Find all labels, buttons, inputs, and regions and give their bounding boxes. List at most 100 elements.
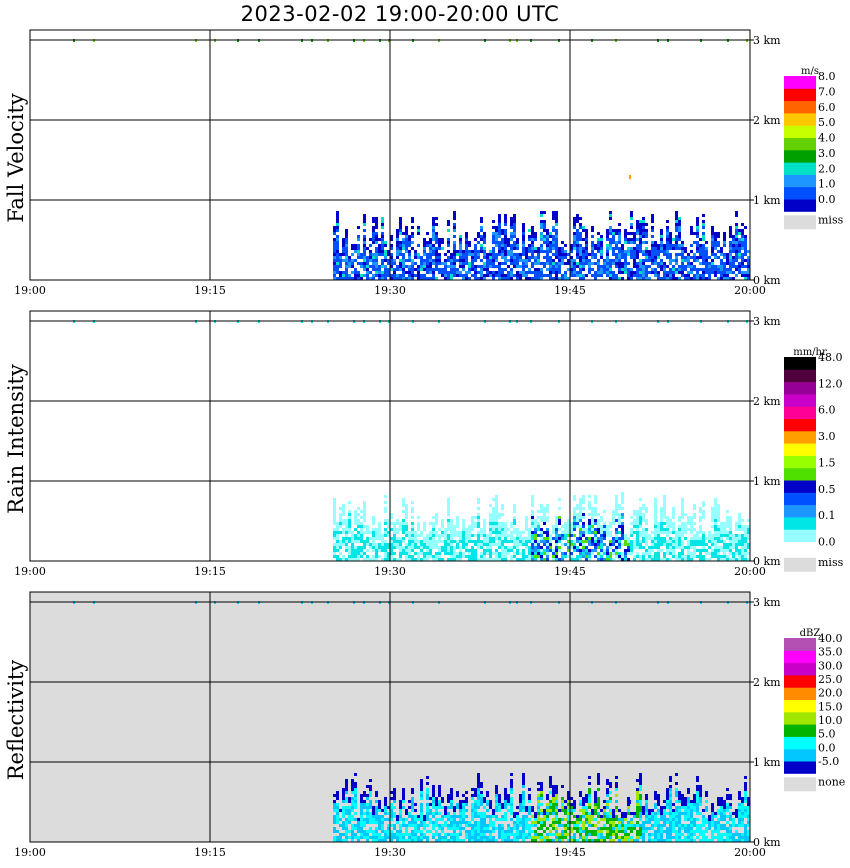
echo-pixel — [396, 558, 399, 561]
echo-pixel — [747, 531, 750, 534]
echo-pixel — [507, 824, 510, 827]
echo-pixel — [441, 241, 444, 244]
echo-pixel — [570, 540, 573, 543]
echo-pixel — [354, 803, 357, 806]
echo-pixel — [405, 241, 408, 244]
echo-pixel — [672, 543, 675, 546]
echo-pixel — [738, 244, 741, 247]
echo-pixel — [426, 809, 429, 812]
echo-pixel — [534, 815, 537, 818]
echo-pixel — [522, 555, 525, 558]
echo-pixel — [381, 274, 384, 277]
echo-pixel — [432, 223, 435, 226]
echo-pixel — [597, 247, 600, 250]
echo-pixel — [630, 256, 633, 259]
echo-pixel — [435, 256, 438, 259]
echo-pixel — [375, 543, 378, 546]
echo-pixel — [579, 794, 582, 797]
echo-pixel — [432, 821, 435, 824]
echo-pixel — [351, 818, 354, 821]
echo-pixel — [513, 262, 516, 265]
echo-pixel — [450, 256, 453, 259]
echo-pixel — [624, 262, 627, 265]
echo-pixel — [621, 534, 624, 537]
echo-pixel — [561, 800, 564, 803]
echo-pixel — [669, 546, 672, 549]
echo-pixel — [579, 525, 582, 528]
echo-pixel — [714, 516, 717, 519]
echo-pixel — [357, 271, 360, 274]
echo-pixel — [366, 839, 369, 842]
echo-pixel — [585, 232, 588, 235]
echo-pixel — [345, 558, 348, 561]
echo-pixel — [465, 244, 468, 247]
echo-pixel — [465, 809, 468, 812]
echo-pixel — [558, 259, 561, 262]
echo-pixel — [645, 528, 648, 531]
echo-pixel — [507, 827, 510, 830]
echo-pixel — [495, 504, 498, 507]
echo-pixel — [459, 833, 462, 836]
echo-pixel — [540, 214, 543, 217]
echo-pixel — [489, 803, 492, 806]
echo-pixel — [507, 797, 510, 800]
echo-pixel — [624, 540, 627, 543]
echo-pixel — [681, 250, 684, 253]
echo-pixel — [597, 839, 600, 842]
echo-pixel — [510, 271, 513, 274]
echo-pixel — [420, 839, 423, 842]
echo-pixel — [453, 546, 456, 549]
echo-pixel — [606, 818, 609, 821]
echo-pixel — [513, 229, 516, 232]
echo-pixel — [543, 513, 546, 516]
echo-pixel — [561, 806, 564, 809]
echo-pixel — [522, 244, 525, 247]
echo-pixel — [456, 555, 459, 558]
echo-pixel — [489, 256, 492, 259]
echo-pixel — [582, 540, 585, 543]
echo-pixel — [486, 558, 489, 561]
echo-pixel — [438, 247, 441, 250]
echo-pixel — [447, 528, 450, 531]
echo-pixel — [582, 534, 585, 537]
echo-pixel — [693, 552, 696, 555]
echo-pixel — [612, 815, 615, 818]
echo-pixel — [678, 265, 681, 268]
echo-pixel — [531, 265, 534, 268]
echo-pixel — [420, 797, 423, 800]
echo-pixel — [624, 552, 627, 555]
echo-pixel — [336, 537, 339, 540]
echo-pixel — [459, 534, 462, 537]
echo-pixel — [741, 253, 744, 256]
echo-pixel — [729, 534, 732, 537]
echo-pixel — [630, 253, 633, 256]
echo-pixel — [588, 794, 591, 797]
echo-pixel — [723, 522, 726, 525]
echo-pixel — [468, 839, 471, 842]
echo-pixel — [489, 558, 492, 561]
echo-pixel — [570, 262, 573, 265]
echo-pixel — [678, 833, 681, 836]
echo-pixel — [708, 256, 711, 259]
echo-pixel — [483, 537, 486, 540]
echo-pixel — [438, 791, 441, 794]
echo-pixel — [735, 265, 738, 268]
echo-pixel — [366, 555, 369, 558]
echo-pixel — [336, 531, 339, 534]
echo-pixel — [489, 531, 492, 534]
echo-pixel — [417, 839, 420, 842]
echo-pixel — [600, 528, 603, 531]
echo-pixel — [453, 806, 456, 809]
echo-pixel — [615, 259, 618, 262]
echo-pixel — [456, 253, 459, 256]
echo-pixel — [588, 495, 591, 498]
echo-pixel — [666, 812, 669, 815]
echo-pixel — [513, 540, 516, 543]
echo-pixel — [642, 507, 645, 510]
echo-pixel — [375, 241, 378, 244]
echo-pixel — [552, 253, 555, 256]
echo-pixel — [375, 546, 378, 549]
echo-pixel — [342, 558, 345, 561]
echo-pixel — [597, 773, 600, 776]
echo-pixel — [354, 836, 357, 839]
